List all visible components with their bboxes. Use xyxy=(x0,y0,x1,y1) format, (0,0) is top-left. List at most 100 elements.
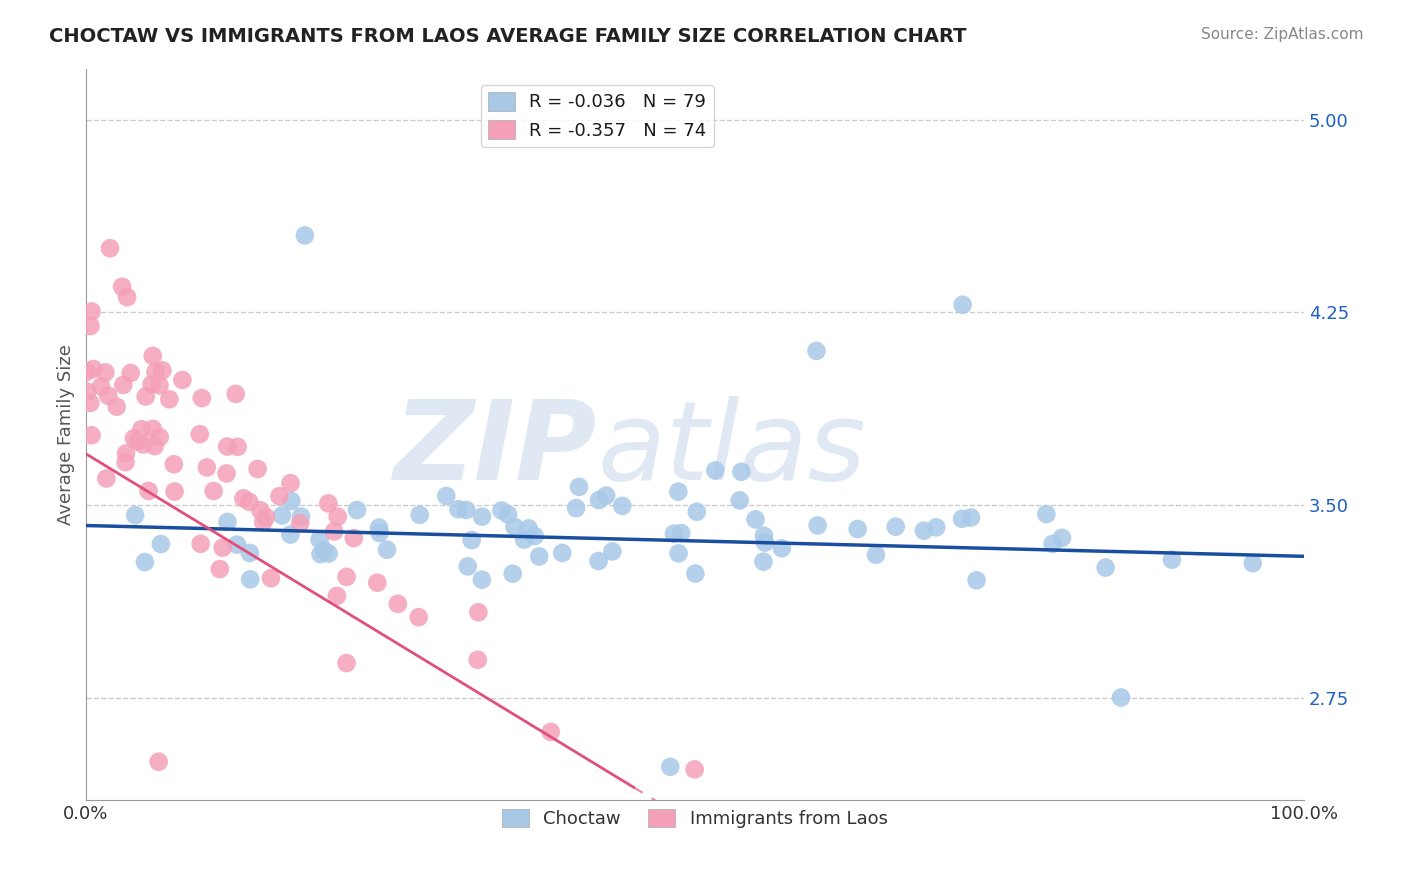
Point xyxy=(434,489,457,503)
Point xyxy=(149,537,172,551)
Point xyxy=(368,521,391,535)
Point xyxy=(217,515,239,529)
Point xyxy=(529,549,551,564)
Point xyxy=(1042,537,1064,551)
Point xyxy=(157,392,180,407)
Point xyxy=(326,509,349,524)
Point xyxy=(659,760,682,774)
Point xyxy=(471,509,494,524)
Point xyxy=(457,559,479,574)
Point xyxy=(846,522,869,536)
Point xyxy=(366,575,388,590)
Point xyxy=(260,571,283,585)
Point xyxy=(595,489,617,503)
Point xyxy=(211,541,233,555)
Point xyxy=(754,535,776,549)
Point xyxy=(269,489,291,503)
Point xyxy=(112,378,135,392)
Point xyxy=(612,499,634,513)
Point xyxy=(105,400,128,414)
Point xyxy=(1035,507,1057,521)
Point xyxy=(225,387,247,401)
Point xyxy=(290,509,312,524)
Point xyxy=(249,503,271,517)
Point xyxy=(280,494,302,508)
Point xyxy=(752,555,775,569)
Point xyxy=(387,597,409,611)
Point xyxy=(312,543,335,558)
Point xyxy=(1161,552,1184,566)
Point xyxy=(280,476,302,491)
Point xyxy=(1109,690,1132,705)
Point xyxy=(252,515,274,529)
Point xyxy=(456,503,478,517)
Point xyxy=(271,508,294,523)
Point xyxy=(806,343,828,358)
Point xyxy=(226,538,249,552)
Point xyxy=(960,510,983,524)
Point xyxy=(115,446,138,460)
Point xyxy=(335,656,357,670)
Point xyxy=(97,389,120,403)
Point xyxy=(540,725,562,739)
Point xyxy=(202,483,225,498)
Point xyxy=(952,298,974,312)
Point xyxy=(744,512,766,526)
Point xyxy=(551,546,574,560)
Point xyxy=(309,547,332,561)
Point xyxy=(208,562,231,576)
Point xyxy=(318,496,340,510)
Text: atlas: atlas xyxy=(598,395,866,502)
Point xyxy=(246,462,269,476)
Point xyxy=(190,537,212,551)
Point xyxy=(96,471,118,485)
Point xyxy=(131,422,153,436)
Point xyxy=(602,544,624,558)
Point xyxy=(565,501,588,516)
Point xyxy=(471,573,494,587)
Point xyxy=(770,541,793,556)
Point xyxy=(143,439,166,453)
Point xyxy=(513,533,536,547)
Point xyxy=(671,526,693,541)
Point xyxy=(752,529,775,543)
Point xyxy=(503,520,526,534)
Text: ZIP: ZIP xyxy=(394,395,598,502)
Point xyxy=(254,510,277,524)
Point xyxy=(343,531,366,545)
Point xyxy=(111,279,134,293)
Text: Source: ZipAtlas.com: Source: ZipAtlas.com xyxy=(1201,27,1364,42)
Point xyxy=(807,518,830,533)
Point xyxy=(149,430,172,444)
Point xyxy=(278,527,301,541)
Point xyxy=(142,422,165,436)
Point xyxy=(114,455,136,469)
Point xyxy=(950,512,973,526)
Point xyxy=(152,363,174,377)
Point xyxy=(294,228,316,243)
Point xyxy=(496,508,519,522)
Point xyxy=(375,542,398,557)
Point xyxy=(517,521,540,535)
Point xyxy=(141,377,163,392)
Point xyxy=(142,349,165,363)
Point xyxy=(659,852,682,866)
Point xyxy=(502,566,524,581)
Point xyxy=(588,493,610,508)
Point xyxy=(308,533,330,547)
Point xyxy=(588,554,610,568)
Point xyxy=(323,524,346,539)
Point xyxy=(148,378,170,392)
Legend: Choctaw, Immigrants from Laos: Choctaw, Immigrants from Laos xyxy=(495,801,894,835)
Point xyxy=(408,610,430,624)
Point xyxy=(912,524,935,538)
Point xyxy=(115,290,138,304)
Point xyxy=(568,480,591,494)
Point xyxy=(195,460,218,475)
Point xyxy=(90,379,112,393)
Point xyxy=(122,431,145,445)
Point xyxy=(704,463,727,477)
Point xyxy=(447,502,470,516)
Point xyxy=(145,365,167,379)
Point xyxy=(217,440,239,454)
